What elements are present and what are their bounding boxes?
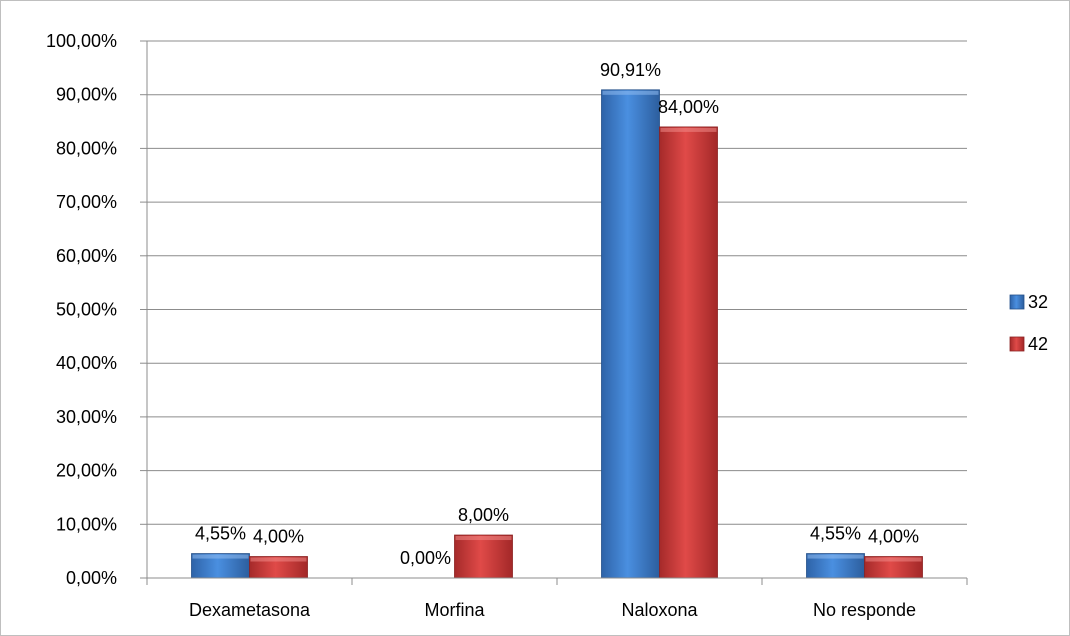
bar-highlight: [250, 557, 307, 562]
data-label: 0,00%: [400, 548, 451, 568]
bar-highlight: [807, 554, 864, 559]
y-tick-label: 30,00%: [56, 407, 117, 427]
bar-42-morfina: [454, 534, 513, 579]
x-tick-label: Dexametasona: [189, 600, 311, 620]
x-tick-label: Naloxona: [621, 600, 698, 620]
bar-42-naloxona: [659, 126, 718, 579]
bar-32-naloxona: [601, 89, 660, 579]
data-label: 84,00%: [658, 97, 719, 117]
y-tick-label: 50,00%: [56, 300, 117, 320]
data-labels: 4,55% 4,00% 0,00% 8,00% 90,91% 84,00% 4,55% 4,0…: [195, 60, 919, 568]
y-tick-label: 90,00%: [56, 85, 117, 105]
legend-label-32: 32: [1028, 292, 1048, 312]
y-tick-label: 60,00%: [56, 246, 117, 266]
data-label: 90,91%: [600, 60, 661, 80]
y-tick-label: 100,00%: [46, 31, 117, 51]
x-tick-label: Morfina: [424, 600, 485, 620]
legend-swatch-42: [1009, 336, 1025, 352]
y-tick-label: 70,00%: [56, 192, 117, 212]
bar-highlight: [455, 536, 512, 541]
gridlines: [147, 40, 967, 525]
data-label: 4,00%: [253, 527, 304, 547]
bar-highlight: [602, 90, 659, 95]
data-label: 4,55%: [810, 524, 861, 544]
bars: [191, 89, 923, 579]
y-tick-label: 0,00%: [66, 568, 117, 588]
data-label: 8,00%: [458, 505, 509, 525]
bar-highlight: [865, 557, 922, 562]
axes: 0,00% 10,00% 20,00% 30,00% 40,00% 50,00% 60,00…: [46, 31, 968, 620]
y-tick-label: 80,00%: [56, 138, 117, 158]
data-label: 4,55%: [195, 524, 246, 544]
bar-highlight: [660, 127, 717, 132]
data-label: 4,00%: [868, 527, 919, 547]
x-tick-label: No responde: [813, 600, 916, 620]
legend-swatch-32: [1009, 294, 1025, 310]
y-tick-label: 10,00%: [56, 514, 117, 534]
legend-label-42: 42: [1028, 334, 1048, 354]
bar-highlight: [192, 554, 249, 559]
legend: 32 42: [1009, 292, 1048, 354]
y-tick-label: 20,00%: [56, 461, 117, 481]
y-tick-label: 40,00%: [56, 353, 117, 373]
